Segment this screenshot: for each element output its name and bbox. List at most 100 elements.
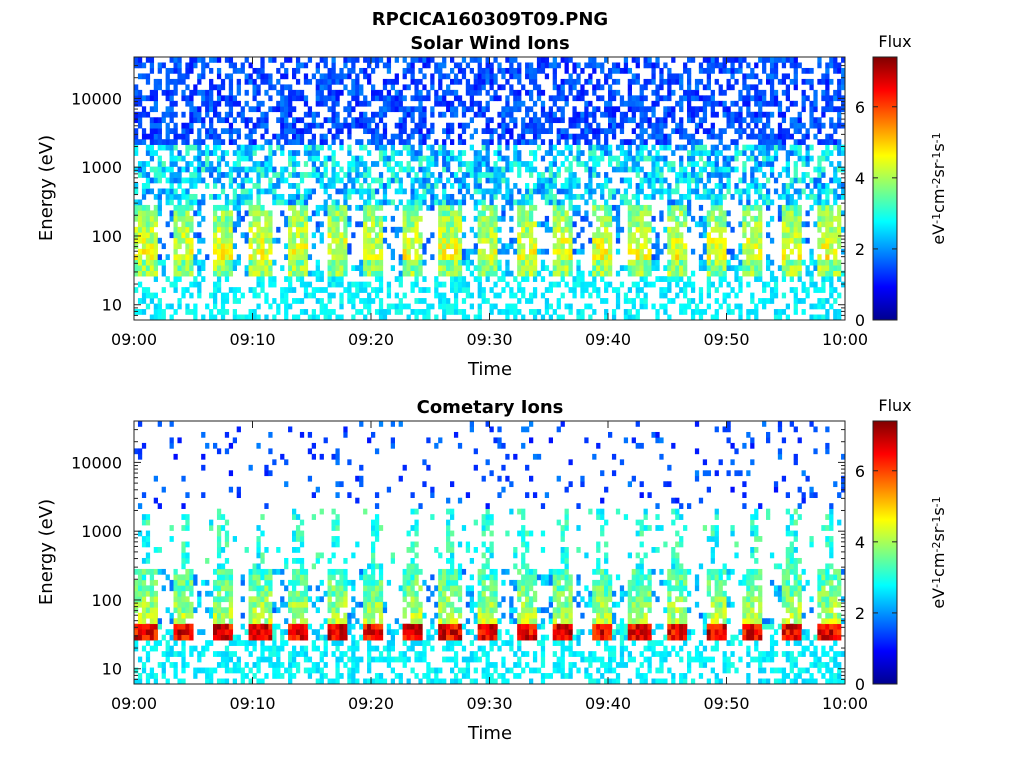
spectrogram-cell bbox=[209, 292, 214, 299]
spectrogram-cell bbox=[185, 215, 190, 222]
spectrogram-cell bbox=[497, 237, 502, 244]
spectrogram-cell bbox=[209, 172, 214, 178]
spectrogram-cell bbox=[145, 254, 151, 261]
spectrogram-cell bbox=[742, 270, 747, 277]
spectrogram-cell bbox=[469, 117, 474, 124]
spectrogram-cell bbox=[829, 161, 834, 167]
spectrogram-cell bbox=[758, 193, 763, 200]
spectrogram-cell bbox=[228, 128, 234, 135]
spectrogram-cell bbox=[232, 287, 237, 293]
spectrogram-cell bbox=[295, 172, 301, 178]
spectrogram-cell bbox=[730, 100, 735, 107]
spectrogram-cell bbox=[683, 62, 688, 69]
spectrogram-cell bbox=[821, 106, 826, 113]
spectrogram-cell bbox=[837, 204, 842, 211]
spectrogram-cell bbox=[363, 199, 368, 206]
spectrogram-cell bbox=[675, 204, 680, 211]
spectrogram-cell bbox=[161, 139, 166, 145]
spectrogram-cell bbox=[801, 287, 806, 293]
spectrogram-cell bbox=[363, 210, 368, 217]
spectrogram-cell bbox=[655, 139, 660, 145]
spectrogram-cell bbox=[438, 265, 443, 271]
spectrogram-cell bbox=[256, 172, 261, 178]
spectrogram-cell bbox=[544, 150, 550, 156]
spectrogram-cell bbox=[323, 183, 328, 189]
spectrogram-cell bbox=[592, 254, 597, 261]
spectrogram-cell bbox=[572, 117, 577, 124]
spectrogram-cell bbox=[627, 106, 632, 113]
spectrogram-cell bbox=[781, 133, 787, 140]
spectrogram-cell bbox=[789, 78, 794, 85]
spectrogram-cell bbox=[730, 117, 735, 124]
spectrogram-cell bbox=[627, 166, 632, 173]
spectrogram-cell bbox=[651, 303, 656, 310]
spectrogram-cell bbox=[430, 150, 435, 156]
spectrogram-cell bbox=[213, 281, 218, 288]
spectrogram-cell bbox=[540, 177, 546, 184]
spectrogram-cell bbox=[398, 106, 403, 113]
spectrogram-cell bbox=[651, 215, 656, 222]
spectrogram-cell bbox=[465, 166, 471, 173]
spectrogram-cell bbox=[548, 139, 553, 145]
spectrogram-cell bbox=[363, 67, 368, 74]
spectrogram-cell bbox=[762, 183, 767, 189]
spectrogram-cell bbox=[493, 166, 498, 173]
spectrogram-cell bbox=[367, 292, 372, 299]
spectrogram-cell bbox=[446, 166, 451, 173]
spectrogram-cell bbox=[687, 57, 692, 63]
spectrogram-cell bbox=[181, 111, 186, 118]
spectrogram-cell bbox=[256, 281, 261, 288]
spectrogram-cell bbox=[422, 188, 427, 195]
spectrogram-cell bbox=[228, 270, 234, 277]
spectrogram-cell bbox=[264, 188, 269, 195]
spectrogram-cell bbox=[481, 254, 486, 261]
spectrogram-cell bbox=[450, 259, 455, 266]
spectrogram-cell bbox=[268, 281, 273, 288]
spectrogram-cell bbox=[280, 111, 285, 118]
spectrogram-cell bbox=[256, 237, 261, 244]
spectrogram-cell bbox=[663, 287, 668, 293]
spectrogram-cell bbox=[552, 259, 557, 266]
spectrogram-cell bbox=[671, 89, 676, 96]
spectrogram-cell bbox=[627, 265, 632, 271]
spectrogram-cell bbox=[386, 155, 392, 162]
spectrogram-cell bbox=[256, 100, 261, 107]
spectrogram-cell bbox=[205, 144, 210, 151]
spectrogram-cell bbox=[450, 122, 455, 129]
spectrogram-cell bbox=[517, 248, 522, 255]
spectrogram-cell bbox=[809, 106, 814, 113]
spectrogram-cell bbox=[679, 106, 684, 113]
spectrogram-cell bbox=[529, 270, 534, 277]
spectrogram-cell bbox=[374, 139, 380, 145]
spectrogram-cell bbox=[714, 259, 719, 266]
spectrogram-cell bbox=[367, 188, 372, 195]
spectrogram-cell bbox=[446, 204, 451, 211]
spectrogram-cell bbox=[189, 183, 194, 189]
spectrogram-cell bbox=[710, 150, 715, 156]
spectrogram-cell bbox=[228, 172, 234, 178]
spectrogram-cell bbox=[201, 57, 206, 63]
spectrogram-cell bbox=[675, 128, 680, 135]
spectrogram-cell bbox=[453, 237, 459, 244]
spectrogram-cell bbox=[718, 259, 723, 266]
spectrogram-cell bbox=[378, 106, 384, 113]
spectrogram-cell bbox=[165, 84, 170, 91]
spectrogram-cell bbox=[517, 309, 522, 315]
spectrogram-cell bbox=[600, 62, 605, 69]
spectrogram-cell bbox=[817, 287, 822, 293]
spectrogram-cell bbox=[319, 270, 324, 277]
spectrogram-cell bbox=[706, 172, 711, 178]
spectrogram-cell bbox=[173, 237, 178, 244]
spectrogram-cell bbox=[299, 215, 305, 222]
spectrogram-cell bbox=[560, 314, 565, 321]
spectrogram-cell bbox=[371, 188, 376, 195]
spectrogram-cell bbox=[564, 166, 569, 173]
spectrogram-cell bbox=[410, 67, 415, 74]
spectrogram-cell bbox=[386, 183, 392, 189]
spectrogram-cell bbox=[797, 215, 802, 222]
spectrogram-cell bbox=[236, 183, 241, 189]
spectrogram-cell bbox=[189, 193, 194, 200]
spectrogram-cell bbox=[284, 111, 289, 118]
spectrogram-cell bbox=[742, 150, 747, 156]
spectrogram-cell bbox=[714, 166, 719, 173]
